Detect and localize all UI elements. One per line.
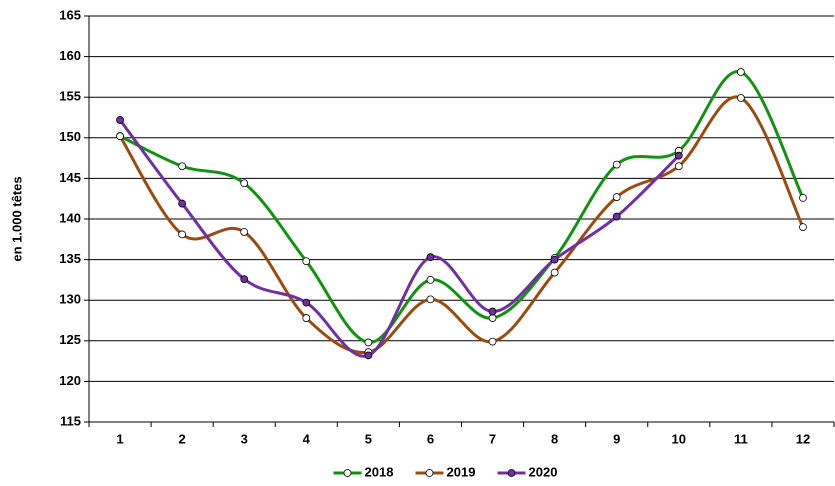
x-tick-label: 11 <box>734 431 748 446</box>
series-line <box>119 70 805 344</box>
y-tick-label: 130 <box>59 292 81 307</box>
data-point <box>488 314 497 322</box>
x-tick-label: 9 <box>613 431 620 446</box>
legend-marker <box>343 469 352 477</box>
data-point <box>240 179 249 188</box>
data-point <box>302 298 311 307</box>
data-point <box>116 116 124 124</box>
y-tick-label: 135 <box>59 251 81 266</box>
y-tick-label: 150 <box>59 129 81 144</box>
y-axis-label: en 1.000 têtes <box>9 176 24 261</box>
x-tick-label: 10 <box>672 431 686 446</box>
data-point <box>178 199 187 208</box>
data-point <box>612 193 621 201</box>
data-point <box>364 338 373 347</box>
data-point <box>240 275 249 283</box>
x-tick-label: 8 <box>551 431 558 446</box>
y-tick-label: 160 <box>59 48 81 63</box>
legend-label: 2018 <box>365 464 394 479</box>
data-point <box>178 230 187 239</box>
data-point <box>240 228 249 236</box>
x-tick-label: 12 <box>796 431 810 446</box>
x-tick-label: 6 <box>427 431 434 446</box>
data-point <box>426 275 435 284</box>
data-point <box>364 351 373 360</box>
legend-label: 2020 <box>529 464 558 479</box>
data-point <box>488 337 497 346</box>
y-tick-label: 155 <box>59 89 81 104</box>
series-line <box>118 119 680 358</box>
data-point <box>302 257 311 266</box>
series-line <box>118 95 805 354</box>
data-point <box>674 162 683 171</box>
data-point <box>612 212 621 221</box>
data-point <box>302 314 311 322</box>
x-tick-label: 2 <box>179 431 186 446</box>
x-tick-label: 7 <box>489 431 496 446</box>
x-tick-label: 3 <box>241 431 248 446</box>
data-point <box>550 255 559 264</box>
y-tick-label: 145 <box>59 170 81 185</box>
data-point <box>674 151 683 160</box>
data-point <box>488 307 497 316</box>
legend-marker <box>425 469 434 477</box>
data-point <box>116 132 124 141</box>
y-tick-label: 165 <box>59 7 81 22</box>
legend-label: 2019 <box>447 464 476 479</box>
x-tick-label: 1 <box>116 431 123 446</box>
data-point <box>736 94 745 102</box>
legend-marker <box>507 469 516 477</box>
data-point <box>550 268 559 277</box>
y-tick-label: 115 <box>60 413 81 428</box>
data-point <box>612 160 621 169</box>
data-point <box>426 253 435 262</box>
data-point <box>736 68 745 76</box>
data-point <box>426 295 435 304</box>
y-tick-label: 125 <box>59 332 81 347</box>
data-point <box>799 223 807 232</box>
x-tick-label: 4 <box>303 431 311 446</box>
y-tick-label: 120 <box>59 373 81 388</box>
x-tick-label: 5 <box>365 431 372 446</box>
data-point <box>799 193 807 202</box>
y-tick-label: 140 <box>59 210 81 225</box>
data-point <box>178 162 187 171</box>
